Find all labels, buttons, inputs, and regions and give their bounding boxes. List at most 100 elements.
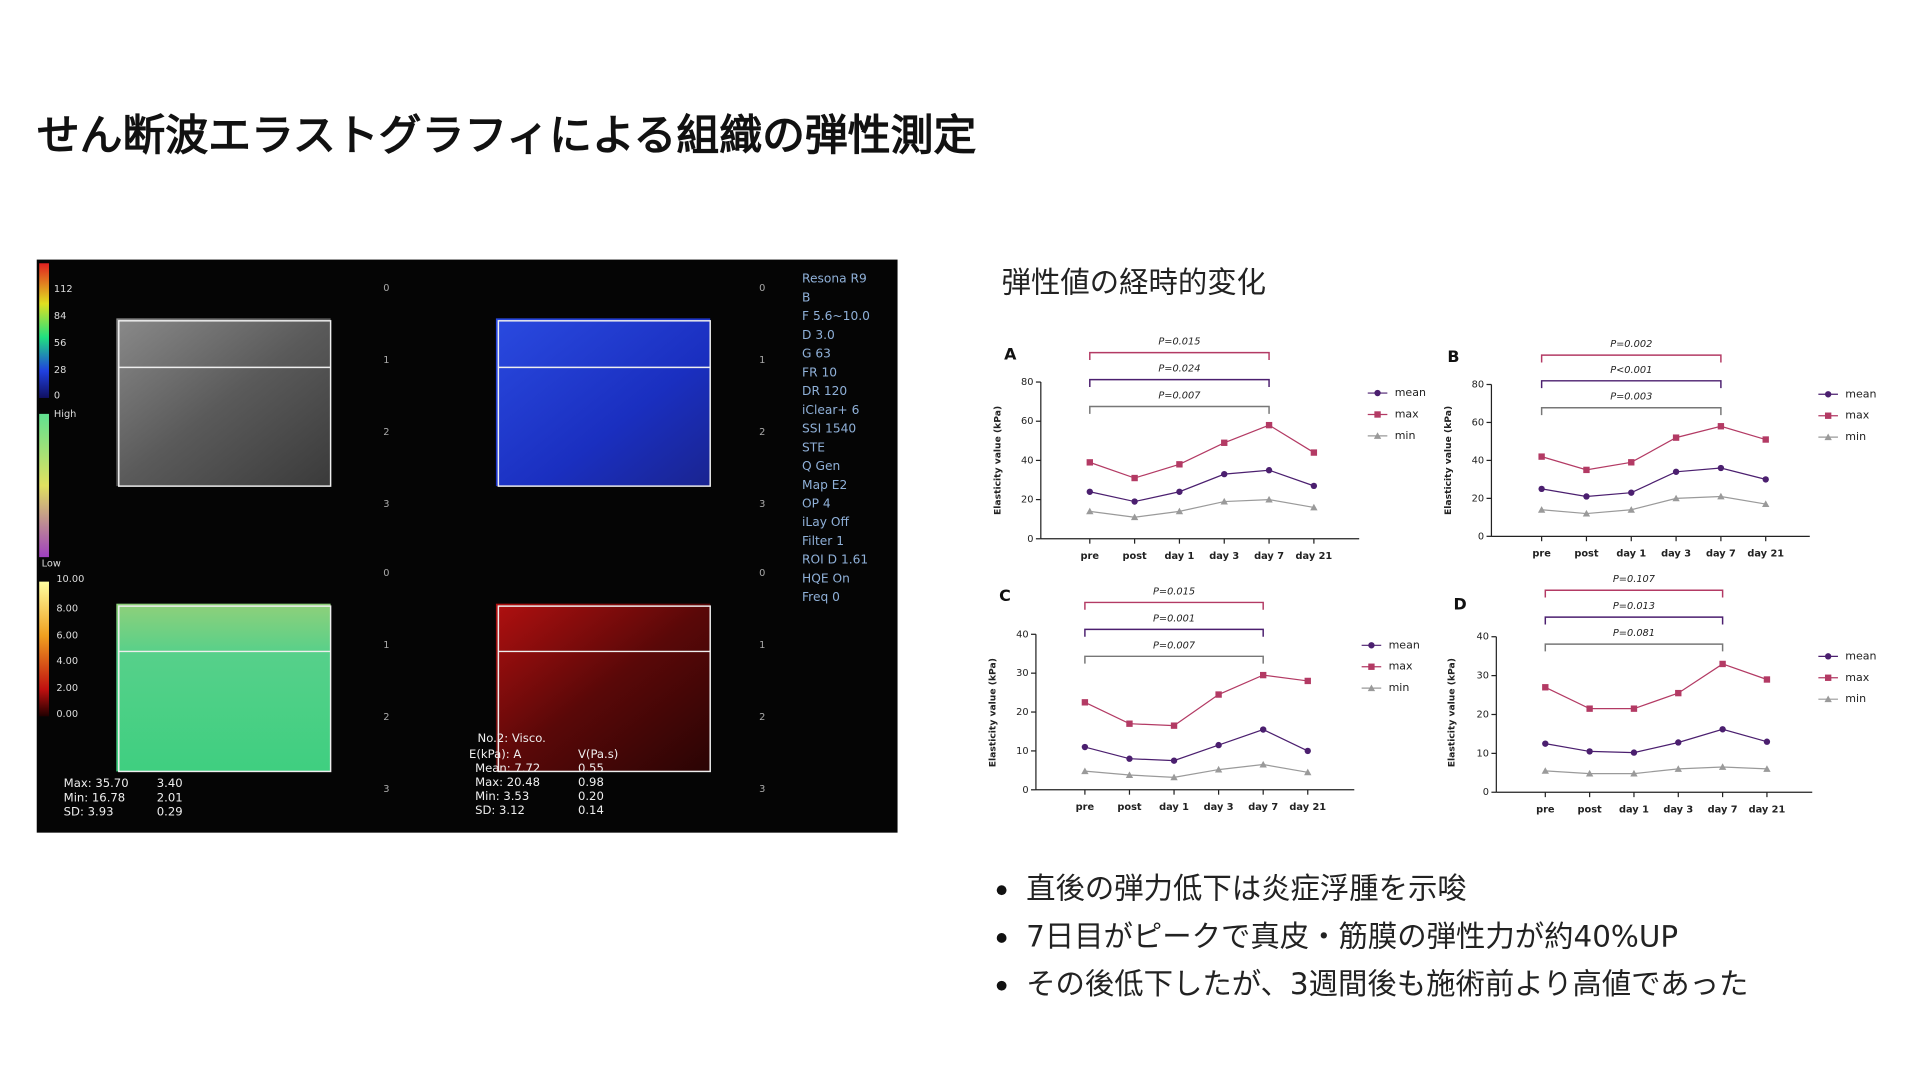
point	[1221, 439, 1228, 446]
legend-label: mean	[1845, 387, 1876, 400]
point	[1126, 720, 1133, 727]
x-tick-label: day 7	[1254, 551, 1284, 562]
scale-label: 56	[54, 338, 66, 349]
disp-panel	[495, 603, 711, 772]
color-bar	[39, 413, 49, 558]
point	[1628, 489, 1635, 496]
panel-label: C	[999, 586, 1011, 605]
y-tick-label: 20	[1016, 707, 1028, 718]
stat-label: Max: 35.70	[64, 776, 129, 790]
ultrasound-image: Resona R9 B F 5.6~10.0 D 3.0 G 63 FR 10 DR 120…	[36, 259, 898, 833]
scale-label: 0	[54, 391, 60, 402]
depth-label: 2	[759, 712, 765, 723]
point	[1628, 459, 1635, 466]
x-tick-label: day 1	[1616, 548, 1646, 559]
depth-label: 2	[383, 712, 389, 723]
param-label: STE	[802, 440, 825, 454]
legend-label: min	[1845, 692, 1866, 705]
point	[1310, 503, 1318, 511]
point	[1215, 741, 1222, 749]
annotation: P=0.002	[1610, 339, 1652, 350]
y-tick-label: 0	[1478, 531, 1484, 542]
x-tick-label: pre	[1076, 802, 1095, 813]
y-tick-label: 30	[1016, 668, 1028, 679]
point	[1214, 765, 1223, 773]
point	[1131, 498, 1138, 505]
point	[1215, 691, 1222, 698]
point	[1674, 765, 1682, 772]
line-chart: D Elasticity value (kPa) 0 10 20 30 40 pre post d…	[1447, 574, 1877, 815]
point	[1220, 497, 1228, 505]
line-chart: A Elasticity value (kPa) 0 20 40 60 80 pre post d…	[992, 337, 1425, 562]
legend-marker	[1368, 642, 1375, 649]
legend-marker	[1824, 412, 1832, 419]
point	[1081, 743, 1089, 751]
legend-label: max	[1395, 407, 1419, 420]
point	[1717, 492, 1725, 500]
point	[1582, 509, 1591, 517]
point	[1081, 767, 1089, 775]
legend-marker	[1824, 674, 1832, 681]
point	[1304, 747, 1311, 755]
legend-marker	[1368, 663, 1375, 670]
legend-label: max	[1845, 671, 1869, 684]
y-tick-label: 80	[1021, 377, 1033, 388]
depth-label: 3	[383, 499, 389, 510]
slide-title: せん断波エラストグラフィによる組織の弾性測定	[37, 111, 977, 161]
point	[1086, 488, 1093, 495]
x-tick-label: post	[1117, 802, 1142, 813]
point	[1627, 506, 1635, 513]
series-line	[1545, 766, 1767, 775]
annotation: P=0.007	[1158, 391, 1201, 402]
significance-bracket	[1544, 589, 1724, 598]
point	[1586, 705, 1593, 712]
series-line	[1084, 728, 1309, 762]
point	[1630, 769, 1638, 777]
roi-box	[118, 320, 332, 487]
depth-label: 2	[759, 427, 765, 438]
y-axis-label: Elasticity value (kPa)	[988, 658, 999, 767]
x-tick-label: day 3	[1209, 551, 1239, 562]
x-tick-label: day 1	[1619, 804, 1649, 815]
point	[1260, 671, 1267, 679]
depth-label: 0	[383, 283, 389, 294]
point	[1537, 506, 1546, 513]
depth-label: 1	[383, 640, 389, 651]
panel-label: A	[1004, 345, 1017, 364]
x-tick-label: day 1	[1164, 551, 1194, 562]
bullet-dot	[996, 885, 1007, 896]
param-label: DR 120	[802, 384, 847, 398]
point	[1672, 468, 1680, 475]
significance-bracket	[1544, 643, 1724, 652]
significance-bracket	[1544, 616, 1724, 625]
point	[1130, 513, 1139, 521]
stat-label: E(kPa): A	[469, 747, 521, 761]
param-label: OP 4	[802, 497, 831, 511]
point	[1672, 494, 1680, 502]
legend-marker	[1824, 391, 1832, 398]
elasto-panel	[495, 318, 711, 487]
stat-label: SD: 3.12	[475, 803, 525, 817]
bullet-text: 7日目がピークで真皮・筋膜の弾性力が約40%UP	[1026, 919, 1678, 953]
legend-label: min	[1845, 430, 1866, 443]
depth-label: 0	[759, 568, 765, 579]
legend-label: mean	[1395, 386, 1426, 399]
legend-label: min	[1389, 681, 1410, 694]
point	[1126, 755, 1133, 762]
annotation: P<0.001	[1610, 365, 1652, 376]
point	[1763, 676, 1771, 683]
param-label: F 5.6~10.0	[802, 309, 870, 323]
param-label: HQE On	[802, 571, 850, 585]
color-bar	[39, 263, 49, 398]
depth-label: 0	[383, 568, 389, 579]
roi-box	[497, 605, 711, 773]
point	[1672, 434, 1680, 441]
y-tick-label: 40	[1477, 632, 1489, 643]
x-tick-label: day 7	[1706, 548, 1736, 559]
bullet-dot	[996, 933, 1007, 943]
y-axis-label: Elasticity value (kPa)	[992, 406, 1003, 515]
annotation: P=0.015	[1158, 337, 1200, 348]
y-tick-label: 0	[1027, 534, 1033, 545]
point	[1675, 739, 1682, 746]
